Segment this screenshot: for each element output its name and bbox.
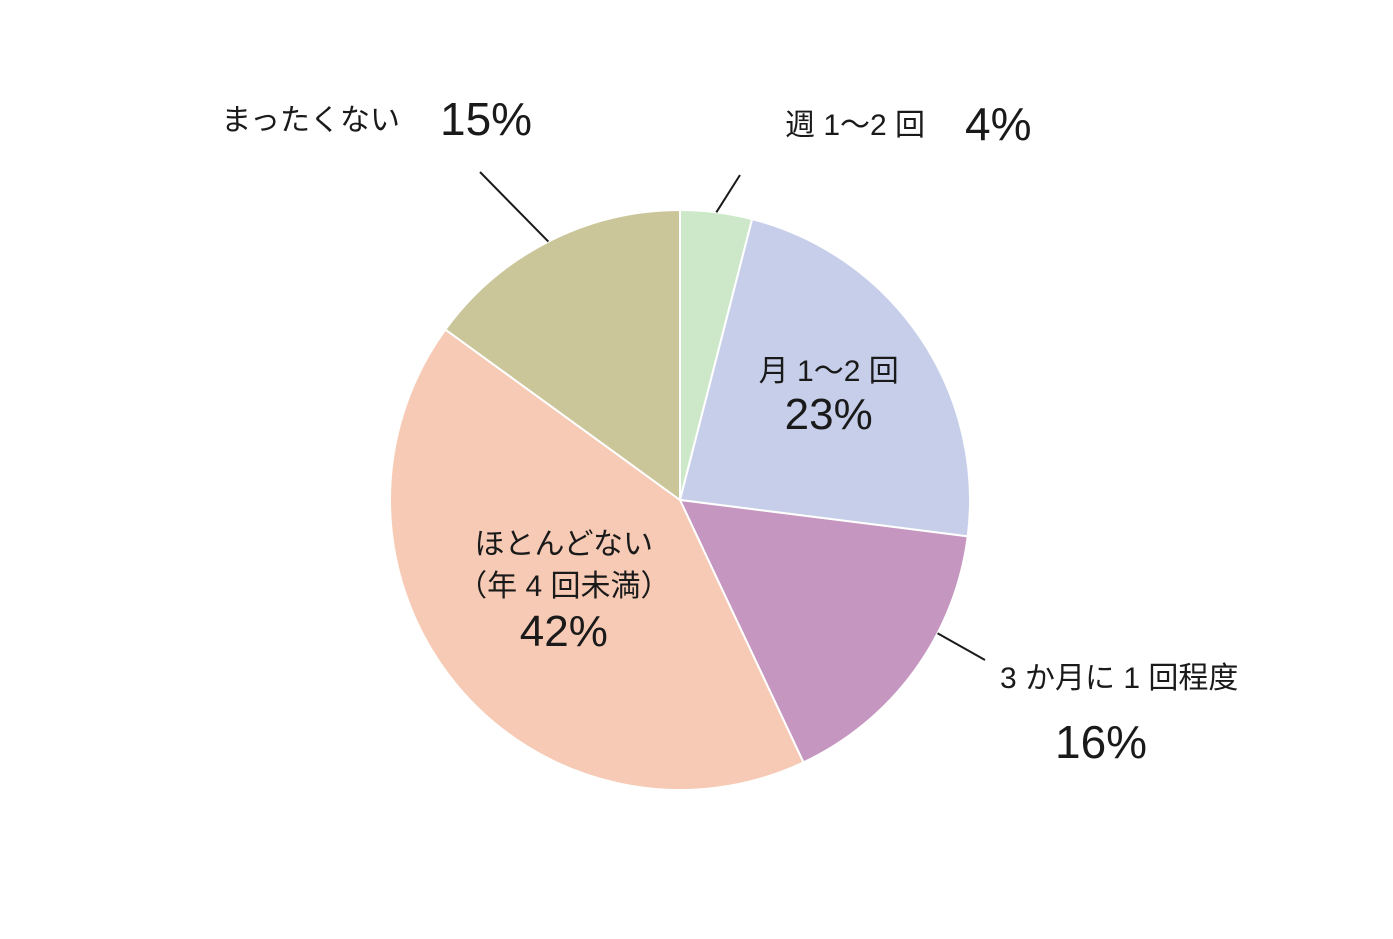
slice-label-month12: 月 1〜2 回 — [759, 355, 899, 388]
slice-pct-rare: 42% — [520, 607, 608, 656]
slice-label-none: まったくない — [221, 104, 400, 137]
slice-pct-week12: 4% — [965, 98, 1031, 150]
slice-label-rare: ほとんどない — [475, 528, 654, 561]
slice-label-week12: 週 1〜2 回 — [785, 109, 925, 142]
slice-pct-none: 15% — [440, 93, 532, 145]
slice-label-q3: 3 か月に 1 回程度 — [1000, 662, 1238, 695]
pie-chart: 月 1〜2 回23% ほとんどない （年 4 回未満） 42% 週 1〜2 回 4% 3 か… — [0, 0, 1393, 939]
slice-pct-month12: 23% — [785, 390, 873, 439]
slice-pct-q3: 16% — [1055, 716, 1147, 768]
slice-label-rare: （年 4 回未満） — [457, 570, 670, 603]
